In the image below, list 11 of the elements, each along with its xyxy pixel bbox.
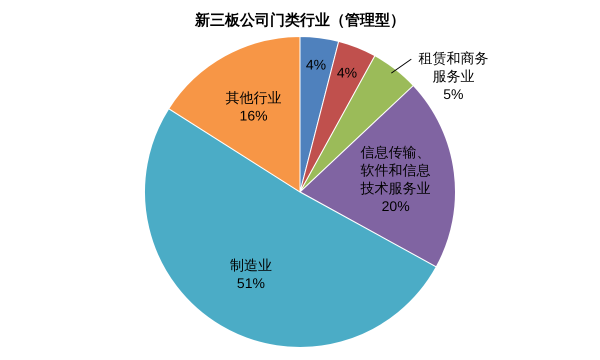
slice-label: 租赁和商务服务业 [418,50,488,84]
slice-label: 信息传输、软件和信息技术服务业 [360,144,431,196]
data-label: 51% [236,274,265,291]
data-label: 20% [382,198,410,214]
data-label: 4% [336,64,358,80]
chart-title: 新三板公司门类行业（管理型） [194,11,405,30]
data-label: 4% [306,56,326,72]
slice-label: 制造业 [230,256,272,273]
data-label: 16% [240,107,268,124]
slice-label: 其他行业 [226,89,282,106]
data-label: 5% [443,86,464,102]
